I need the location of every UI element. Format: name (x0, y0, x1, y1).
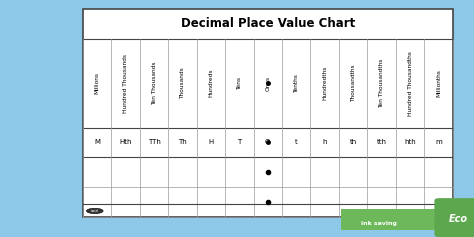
Text: Eco: Eco (448, 214, 468, 224)
Text: TTh: TTh (147, 139, 161, 145)
Text: ink saving: ink saving (361, 221, 396, 227)
Text: M: M (94, 139, 100, 145)
Text: Ten Thousandths: Ten Thousandths (379, 58, 384, 108)
Text: tth: tth (376, 139, 387, 145)
Text: Hundredths: Hundredths (322, 66, 327, 100)
Text: twizl: twizl (91, 209, 99, 213)
Text: Tens: Tens (237, 77, 242, 90)
Text: T: T (237, 139, 241, 145)
Bar (83, 9, 453, 217)
Text: th: th (349, 139, 357, 145)
Text: hth: hth (404, 139, 416, 145)
Text: Hundred Thousands: Hundred Thousands (123, 54, 128, 113)
Bar (341, 209, 445, 230)
Text: H: H (208, 139, 214, 145)
Text: Ones: Ones (265, 76, 270, 91)
Text: Thousands: Thousands (180, 67, 185, 99)
Text: t: t (295, 139, 298, 145)
Text: Th: Th (178, 139, 187, 145)
Ellipse shape (86, 208, 103, 214)
Text: Hundreds: Hundreds (209, 69, 213, 97)
Text: O: O (265, 139, 271, 145)
Text: Tenths: Tenths (294, 74, 299, 92)
Text: Millions: Millions (95, 72, 100, 94)
Text: Thousandths: Thousandths (351, 64, 356, 102)
Text: Hth: Hth (119, 139, 132, 145)
Text: Ten Thousands: Ten Thousands (152, 61, 156, 105)
Text: h: h (322, 139, 327, 145)
Text: Hundred Thousandths: Hundred Thousandths (408, 51, 412, 115)
Text: m: m (435, 139, 442, 145)
Text: Millionths: Millionths (436, 69, 441, 97)
FancyBboxPatch shape (434, 198, 474, 237)
Text: Decimal Place Value Chart: Decimal Place Value Chart (181, 18, 355, 31)
